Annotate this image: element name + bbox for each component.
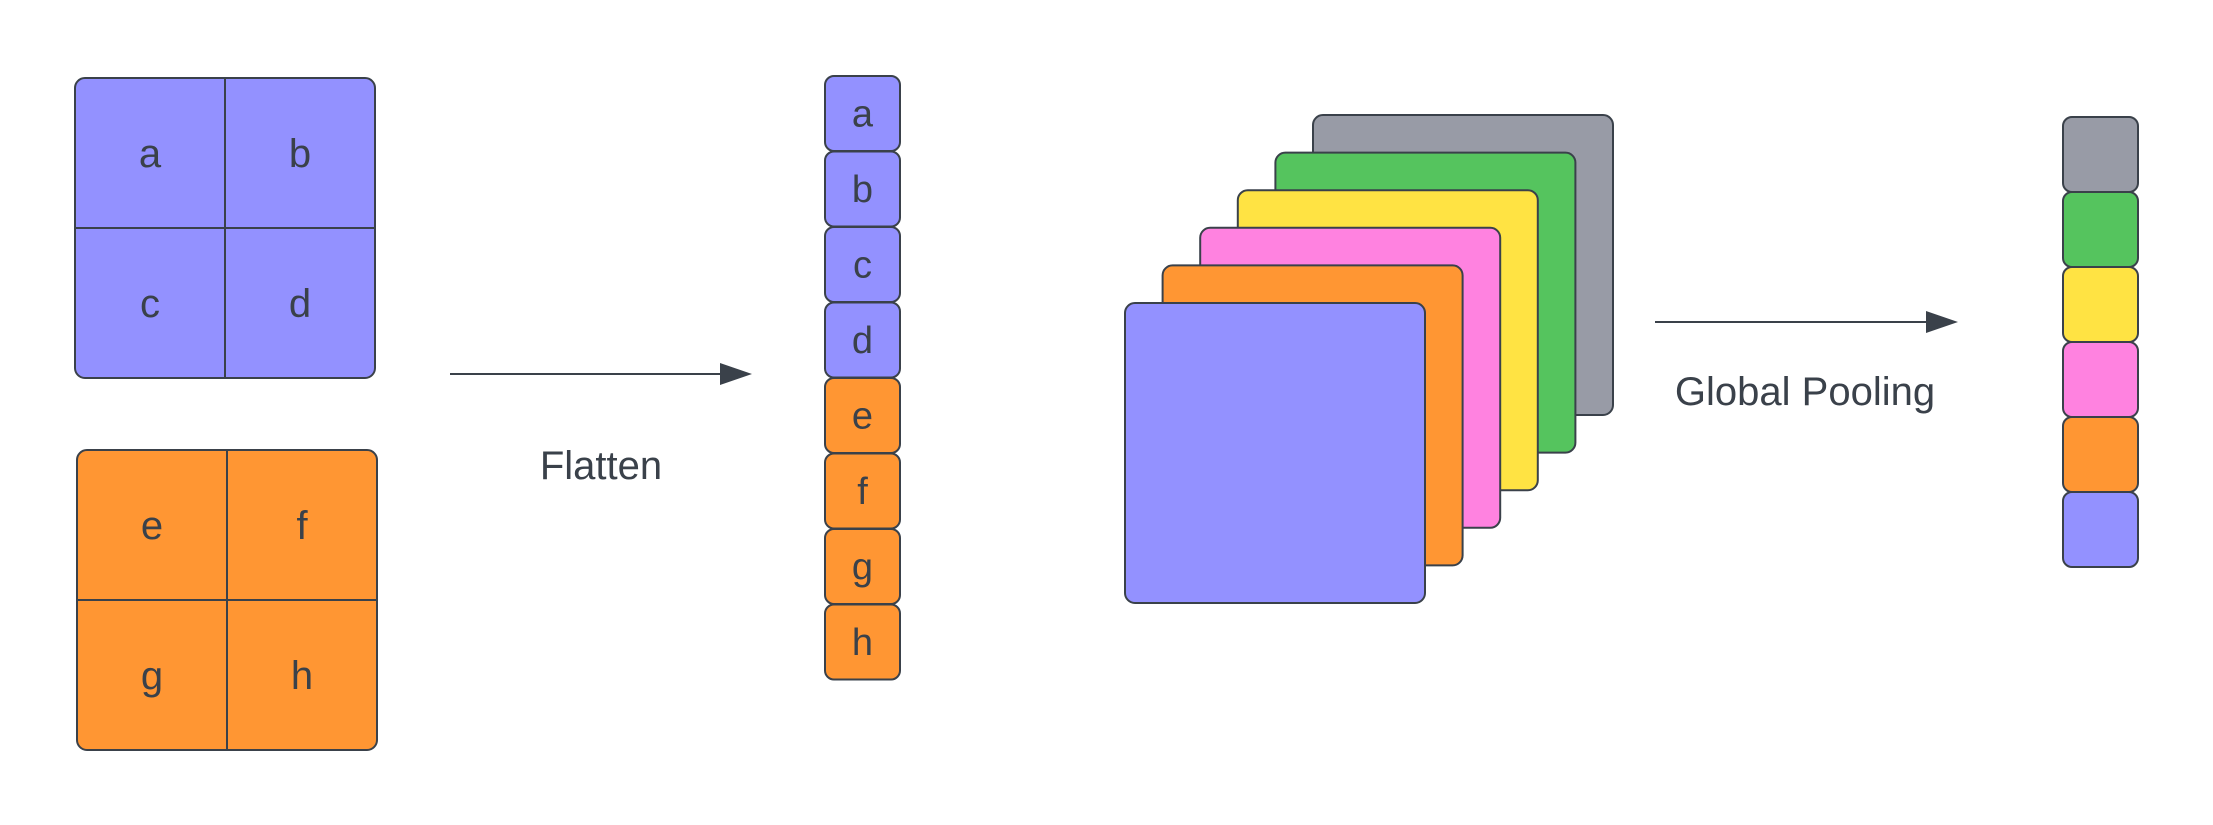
pooled-cell-purple [2062, 491, 2139, 568]
flattened-cell-label: h [852, 622, 873, 664]
grid-cell-label: c [140, 282, 160, 326]
grid-cell-label: d [289, 282, 311, 326]
flattened-cell: g [824, 528, 901, 605]
flattened-cell-label: c [853, 245, 872, 287]
input-grids: a b c d e f g h [74, 77, 378, 751]
pooled-cell-gray [2062, 116, 2139, 193]
pooled-cell-orange [2062, 416, 2139, 493]
grid-cell-label: f [296, 504, 308, 548]
grid-cell-label: g [141, 654, 163, 698]
feature-map-purple [1124, 302, 1426, 604]
pooled-vector [2062, 116, 2139, 568]
flattened-cell: h [824, 603, 901, 681]
flattened-cell-label: g [852, 547, 873, 589]
grid-cell-label: h [291, 654, 313, 698]
flattened-cell-label: d [852, 320, 873, 362]
global-pooling-arrow [1655, 311, 1958, 333]
flattened-cell-label: e [852, 396, 873, 438]
pooled-cell-green [2062, 191, 2139, 268]
flattened-cell: b [824, 150, 901, 228]
flattened-cell: f [824, 452, 901, 530]
flatten-arrow [450, 363, 752, 385]
grid-cell-label: b [289, 132, 311, 176]
flattened-cell-label: b [852, 169, 873, 211]
flattened-cell: d [824, 301, 901, 379]
pooled-cell-yellow [2062, 266, 2139, 343]
flattened-cell: e [824, 377, 901, 454]
flattened-cell-box [824, 603, 901, 681]
global-pooling-label: Global Pooling [1675, 370, 1935, 414]
feature-map-stack [1124, 114, 1614, 604]
grid-purple: a b c d [74, 77, 376, 379]
flattened-cell-label: a [852, 94, 874, 136]
flattened-cell-label: f [857, 471, 868, 513]
flatten-label: Flatten [540, 444, 662, 488]
grid-orange: e f g h [76, 449, 378, 751]
grid-cell-label: a [139, 132, 162, 176]
grid-cell-label: e [141, 504, 163, 548]
pooled-cell-pink [2062, 341, 2139, 418]
flattened-cell: c [824, 226, 901, 303]
flattened-cell: a [824, 75, 901, 152]
